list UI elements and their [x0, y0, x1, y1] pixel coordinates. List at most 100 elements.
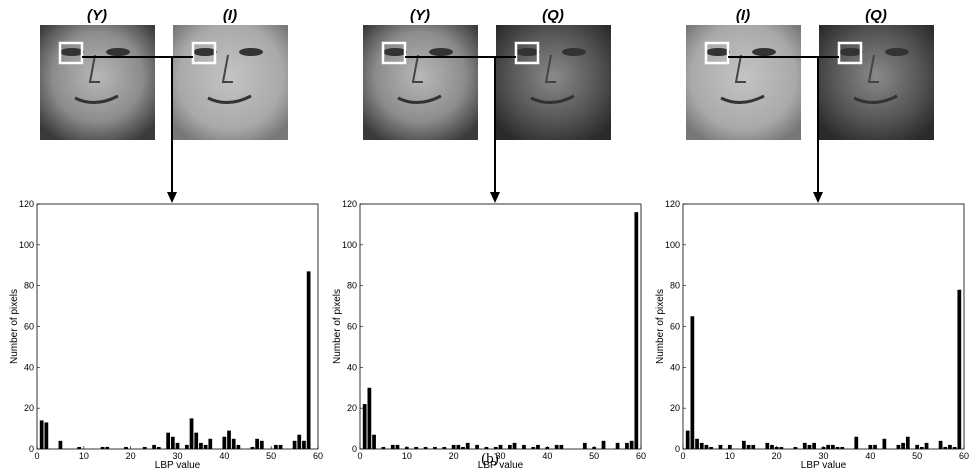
y-tick-label: 120 — [19, 199, 34, 209]
bar — [704, 444, 709, 449]
region-box — [381, 41, 407, 65]
image-label: (Y) — [410, 7, 430, 24]
bar — [461, 446, 465, 449]
bar — [554, 444, 559, 449]
bar — [952, 446, 957, 449]
image-label: (Q) — [865, 7, 887, 24]
y-tick-label: 120 — [342, 199, 357, 209]
image-label: (Y) — [87, 7, 107, 24]
bar — [629, 440, 634, 449]
bar — [943, 446, 948, 449]
y-tick-label: 80 — [670, 281, 680, 291]
bar — [170, 436, 175, 449]
y-axis-label: Number of pixels — [9, 289, 20, 364]
image-label: (I) — [736, 7, 750, 24]
bar — [199, 442, 203, 449]
bar — [152, 444, 156, 449]
bar — [924, 442, 929, 449]
bar — [634, 212, 639, 449]
bar — [367, 387, 372, 449]
bar — [751, 444, 756, 449]
bar — [156, 446, 161, 449]
bar — [807, 444, 812, 449]
bar — [873, 444, 877, 449]
y-tick-label: 60 — [24, 322, 34, 332]
bar — [142, 446, 147, 449]
x-tick-label: 40 — [542, 451, 552, 461]
plot-frame — [682, 203, 965, 450]
bar — [292, 440, 297, 449]
bar — [615, 442, 620, 449]
bar — [194, 432, 199, 449]
bar — [166, 432, 171, 449]
bar — [44, 422, 49, 449]
y-tick-label: 100 — [342, 240, 357, 250]
x-tick-label: 20 — [449, 451, 459, 461]
bar — [189, 418, 194, 449]
bar — [404, 446, 409, 449]
image-label: (I) — [223, 7, 237, 24]
bar — [39, 420, 44, 449]
bar — [208, 438, 213, 449]
y-tick-label: 20 — [347, 403, 357, 413]
region-box — [58, 41, 84, 65]
bar — [905, 436, 910, 449]
x-tick-label: 10 — [725, 451, 735, 461]
bar — [709, 446, 713, 449]
bar — [835, 446, 840, 449]
x-tick-label: 40 — [219, 451, 229, 461]
bar — [821, 446, 826, 449]
caption: (b) — [481, 451, 499, 467]
bar — [77, 446, 82, 449]
bar — [592, 446, 597, 449]
x-tick-label: 60 — [959, 451, 969, 461]
bar — [793, 446, 798, 449]
arrow-head — [167, 192, 177, 203]
bar — [105, 446, 110, 449]
bar — [456, 444, 461, 449]
bar — [718, 444, 723, 449]
bar — [919, 446, 924, 449]
bar — [484, 446, 489, 449]
bar — [372, 434, 376, 449]
bar — [765, 442, 770, 449]
x-tick-label: 0 — [680, 451, 685, 461]
region-box — [191, 41, 217, 65]
region-box — [704, 41, 730, 65]
y-axis-label: Number of pixels — [332, 289, 343, 364]
y-tick-label: 120 — [665, 199, 680, 209]
bar — [746, 444, 751, 449]
bar — [100, 446, 105, 449]
x-tick-label: 30 — [172, 451, 182, 461]
plot-frame — [359, 203, 642, 450]
bar — [493, 446, 498, 449]
bar — [685, 430, 690, 449]
x-axis-label: LBP value — [801, 460, 847, 468]
bar — [442, 446, 447, 449]
y-tick-label: 60 — [670, 322, 680, 332]
y-tick-label: 40 — [670, 362, 680, 372]
bar — [302, 440, 306, 449]
bar — [582, 442, 587, 449]
bar — [625, 442, 629, 449]
region-box — [514, 41, 540, 65]
y-tick-label: 0 — [675, 444, 680, 454]
bar — [695, 438, 699, 449]
x-tick-label: 20 — [126, 451, 136, 461]
bar — [882, 438, 887, 449]
bar — [774, 446, 779, 449]
bar — [690, 316, 695, 449]
x-tick-label: 20 — [772, 451, 782, 461]
image-label: (Q) — [542, 7, 564, 24]
bar — [512, 442, 517, 449]
y-tick-label: 20 — [24, 403, 34, 413]
arrow-head — [490, 192, 500, 203]
y-axis-label: Number of pixels — [655, 289, 666, 364]
plot-frame — [36, 203, 319, 450]
bar — [236, 444, 241, 449]
bar — [362, 404, 367, 449]
y-tick-label: 100 — [665, 240, 680, 250]
x-tick-label: 10 — [402, 451, 412, 461]
bar — [812, 442, 817, 449]
